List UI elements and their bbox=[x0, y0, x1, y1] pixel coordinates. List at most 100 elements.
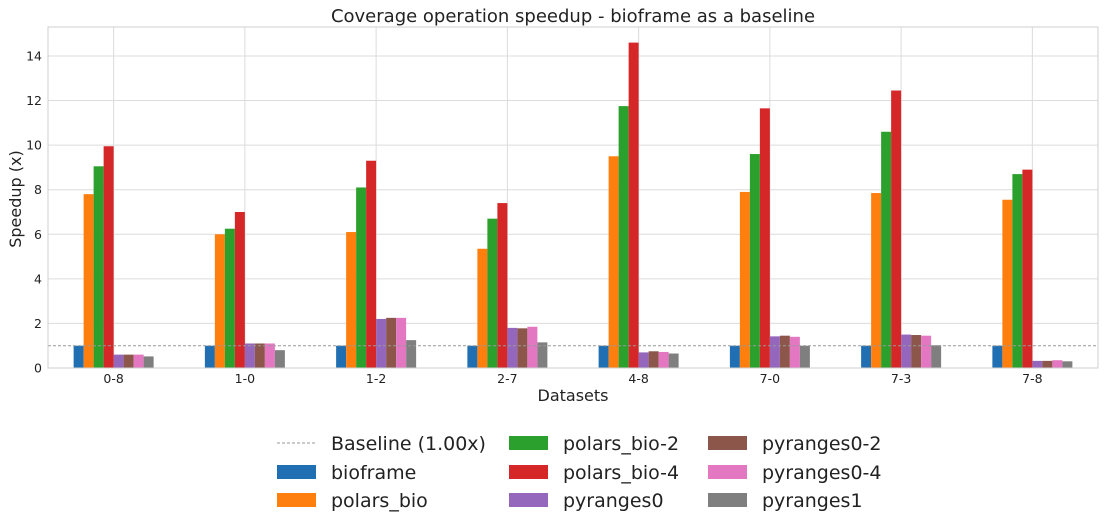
legend-swatch-polars_bio bbox=[277, 493, 316, 507]
bar-polars_bio-2 bbox=[487, 218, 498, 368]
chart-title: Coverage operation speedup - bioframe as… bbox=[331, 6, 815, 27]
bar-polars_bio-4 bbox=[366, 160, 377, 368]
legend-swatch-polars_bio-2 bbox=[509, 436, 548, 450]
bar-bioframe bbox=[336, 345, 347, 368]
y-tick-label: 14 bbox=[26, 48, 42, 63]
bar-pyranges0-4 bbox=[264, 343, 275, 368]
bar-pyranges1 bbox=[406, 340, 417, 368]
bar-pyranges0-2 bbox=[386, 317, 397, 368]
bar-polars_bio bbox=[346, 232, 357, 368]
legend-label: pyranges0-4 bbox=[762, 462, 881, 484]
bar-pyranges1 bbox=[274, 350, 285, 368]
bar-polars_bio-4 bbox=[759, 108, 770, 368]
bar-pyranges0-4 bbox=[396, 317, 407, 368]
bar-pyranges0-2 bbox=[648, 351, 659, 368]
bar-pyranges0-4 bbox=[1052, 360, 1063, 368]
bar-polars_bio-2 bbox=[356, 187, 367, 368]
y-tick-label: 10 bbox=[26, 138, 42, 153]
grid bbox=[48, 27, 1098, 369]
plot-frame bbox=[47, 26, 1099, 369]
bar-pyranges0-4 bbox=[133, 354, 144, 368]
legend-swatch-pyranges0-4 bbox=[708, 465, 747, 479]
bar-pyranges0-2 bbox=[254, 343, 265, 368]
bar-bioframe bbox=[992, 345, 1003, 368]
bar-pyranges0 bbox=[1032, 360, 1043, 368]
bar-bioframe bbox=[204, 345, 215, 368]
y-tick-label: 12 bbox=[26, 93, 42, 108]
bar-pyranges0-4 bbox=[789, 336, 800, 368]
legend-label: bioframe bbox=[331, 462, 416, 484]
bar-pyranges0 bbox=[769, 336, 780, 368]
bars bbox=[48, 42, 1098, 369]
bar-polars_bio-4 bbox=[234, 211, 245, 368]
bar-polars_bio-4 bbox=[497, 203, 508, 368]
legend-label: pyranges0 bbox=[563, 490, 664, 512]
bar-pyranges1 bbox=[143, 356, 154, 368]
y-tick-label: 2 bbox=[34, 316, 42, 331]
bar-pyranges0 bbox=[638, 352, 649, 368]
bar-polars_bio bbox=[739, 191, 750, 368]
bar-polars_bio-4 bbox=[628, 42, 639, 368]
bar-pyranges0 bbox=[113, 354, 124, 368]
bar-pyranges0-2 bbox=[517, 328, 528, 368]
x-tick-label: 1-0 bbox=[235, 371, 255, 386]
x-tick-label: 4-8 bbox=[628, 371, 648, 386]
y-tick-label: 0 bbox=[34, 361, 42, 376]
bar-polars_bio-4 bbox=[103, 146, 114, 368]
bar-polars_bio-2 bbox=[881, 131, 892, 368]
bar-bioframe bbox=[861, 345, 872, 368]
bar-polars_bio bbox=[608, 156, 619, 368]
x-tick-label: 0-8 bbox=[103, 371, 123, 386]
bar-polars_bio bbox=[871, 193, 882, 368]
bar-bioframe bbox=[729, 345, 740, 368]
bar-pyranges0-2 bbox=[779, 335, 790, 368]
bar-pyranges0 bbox=[244, 343, 255, 368]
bar-pyranges1 bbox=[1062, 361, 1073, 368]
legend-swatch-polars_bio-4 bbox=[509, 465, 548, 479]
bar-pyranges0 bbox=[507, 327, 518, 368]
bar-polars_bio-2 bbox=[93, 166, 104, 368]
bar-polars_bio-2 bbox=[618, 106, 629, 369]
x-tick-label: 7-3 bbox=[891, 371, 911, 386]
bar-polars_bio bbox=[83, 194, 94, 368]
y-tick-label: 4 bbox=[34, 271, 42, 286]
axes: 0 2 4 6 8 10 12 14 0-8 1-0 1-2 2-7 4-8 7-0 7-3 7-8 bbox=[26, 26, 1099, 386]
bar-bioframe bbox=[73, 345, 84, 368]
bar-polars_bio bbox=[477, 248, 488, 368]
bar-pyranges1 bbox=[537, 342, 548, 368]
x-tick-label: 7-0 bbox=[760, 371, 780, 386]
legend-swatch-pyranges0-2 bbox=[708, 436, 747, 450]
bar-polars_bio-2 bbox=[1012, 174, 1023, 368]
legend-swatch-pyranges1 bbox=[708, 493, 747, 507]
x-tick-label: 1-2 bbox=[366, 371, 386, 386]
x-tick-label: 2-7 bbox=[497, 371, 517, 386]
bar-pyranges1 bbox=[668, 353, 679, 368]
y-tick-label: 6 bbox=[34, 227, 42, 242]
legend-label: pyranges1 bbox=[762, 490, 863, 512]
bar-pyranges0-4 bbox=[921, 335, 932, 368]
bar-polars_bio-4 bbox=[1022, 169, 1033, 368]
bar-polars_bio-4 bbox=[891, 90, 902, 369]
x-tick-label: 7-8 bbox=[1022, 371, 1042, 386]
legend-label: polars_bio-4 bbox=[563, 462, 679, 484]
y-tick-label: 8 bbox=[34, 182, 42, 197]
bar-pyranges0-2 bbox=[911, 335, 922, 368]
bar-polars_bio bbox=[1002, 199, 1013, 368]
bar-pyranges1 bbox=[799, 345, 810, 368]
bar-bioframe bbox=[467, 345, 478, 368]
bar-polars_bio bbox=[214, 234, 225, 368]
bar-pyranges1 bbox=[931, 345, 942, 368]
bar-pyranges0-2 bbox=[1042, 360, 1053, 368]
bar-bioframe bbox=[598, 345, 609, 368]
legend-swatch-pyranges0 bbox=[509, 493, 548, 507]
legend-label: pyranges0-2 bbox=[762, 433, 881, 455]
bar-pyranges0 bbox=[901, 334, 912, 368]
legend-label: polars_bio bbox=[331, 490, 428, 512]
legend-label: polars_bio-2 bbox=[563, 433, 679, 455]
y-axis-label: Speedup (x) bbox=[6, 150, 25, 248]
bar-pyranges0-2 bbox=[123, 354, 134, 368]
legend-swatch-bioframe bbox=[277, 465, 316, 479]
legend: Baseline (1.00x) bioframe polars_bio polars… bbox=[277, 433, 881, 512]
bar-pyranges0 bbox=[376, 318, 387, 368]
